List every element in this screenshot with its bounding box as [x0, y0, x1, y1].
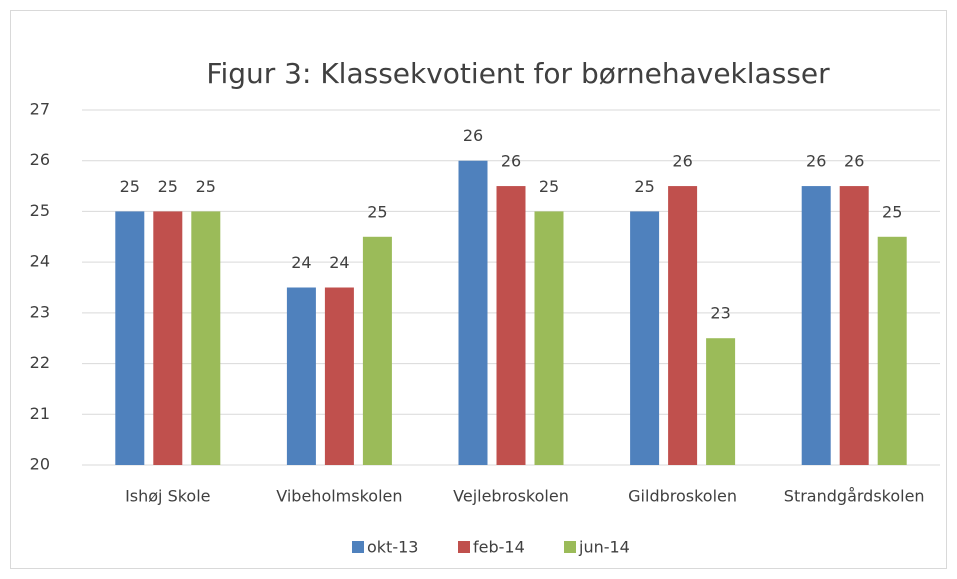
legend-label: okt-13 [367, 538, 418, 557]
data-label: 23 [710, 304, 730, 323]
y-tick-label: 20 [30, 455, 50, 474]
bar [877, 236, 907, 465]
data-label: 26 [463, 126, 483, 145]
bar [362, 236, 392, 465]
data-label: 25 [196, 177, 216, 196]
data-label: 24 [329, 253, 349, 272]
legend-swatch [352, 541, 364, 553]
data-label: 26 [501, 152, 521, 171]
data-label: 26 [806, 152, 826, 171]
bar [191, 211, 221, 465]
x-tick-label: Vibeholmskolen [276, 487, 402, 506]
bar [496, 186, 526, 466]
legend-label: feb-14 [473, 538, 525, 557]
data-label: 26 [672, 152, 692, 171]
data-label: 25 [539, 177, 559, 196]
bar [286, 287, 316, 465]
x-tick-label: Ishøj Skole [125, 487, 210, 506]
x-tick-label: Gildbroskolen [628, 487, 737, 506]
y-tick-label: 24 [30, 252, 50, 271]
bar [115, 211, 145, 465]
data-label: 25 [158, 177, 178, 196]
legend-swatch [564, 541, 576, 553]
y-tick-label: 27 [30, 100, 50, 119]
chart-title: Figur 3: Klassekvotient for børnehavekla… [206, 57, 830, 90]
bar [630, 211, 660, 465]
bar [458, 160, 488, 465]
bar [153, 211, 183, 465]
legend-swatch [458, 541, 470, 553]
data-label: 25 [882, 202, 902, 221]
bar [839, 186, 869, 466]
y-tick-label: 26 [30, 150, 50, 169]
data-label: 24 [291, 253, 311, 272]
y-tick-label: 21 [30, 404, 50, 423]
bar [324, 287, 354, 465]
bar [706, 338, 736, 465]
data-label: 25 [120, 177, 140, 196]
y-tick-label: 23 [30, 302, 50, 321]
x-tick-label: Strandgårdskolen [784, 487, 925, 506]
x-tick-label: Vejlebroskolen [453, 487, 569, 506]
bar [801, 186, 831, 466]
y-tick-label: 25 [30, 201, 50, 220]
bar [668, 186, 698, 466]
data-label: 25 [367, 202, 387, 221]
data-label: 25 [634, 177, 654, 196]
data-label: 26 [844, 152, 864, 171]
y-tick-label: 22 [30, 353, 50, 372]
bar [534, 211, 564, 465]
legend-label: jun-14 [578, 538, 630, 557]
